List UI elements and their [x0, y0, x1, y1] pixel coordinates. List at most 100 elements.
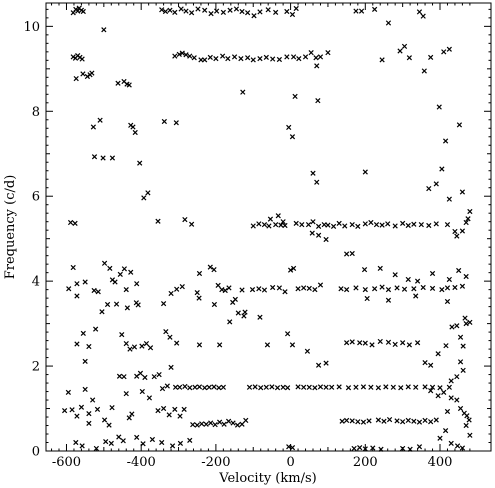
data-point-stroke [457, 405, 464, 412]
data-point-stroke [442, 138, 449, 144]
data-point [166, 412, 172, 418]
data-point [459, 283, 466, 289]
data-point [149, 436, 156, 443]
data-point-stroke [202, 57, 208, 63]
data-point [73, 75, 79, 82]
data-point [269, 384, 275, 390]
data-point-stroke [155, 218, 161, 224]
data-point-stroke [428, 388, 434, 394]
data-point-stroke [459, 445, 466, 451]
data-point-stroke [91, 154, 98, 160]
data-point-stroke [366, 418, 372, 424]
data-point [61, 408, 68, 414]
data-point-stroke [422, 384, 428, 390]
data-point [172, 406, 178, 413]
data-point [295, 286, 301, 292]
data-point [143, 340, 150, 347]
data-point-stroke [274, 385, 281, 391]
data-point [353, 8, 359, 14]
data-point-stroke [231, 54, 238, 60]
data-point-stroke [310, 219, 316, 225]
data-point-stroke [116, 434, 122, 440]
data-point-stroke [66, 286, 72, 292]
data-point [420, 284, 426, 291]
data-point-stroke [188, 221, 195, 227]
data-point-stroke [206, 384, 212, 390]
data-point [112, 279, 118, 285]
data-point [439, 166, 445, 172]
data-point-stroke [86, 411, 92, 417]
data-point [460, 343, 466, 349]
data-point [368, 219, 374, 226]
data-point-stroke [286, 124, 292, 131]
data-point-stroke [315, 98, 321, 104]
data-point-stroke [435, 393, 441, 399]
axis-ticks [46, 3, 491, 452]
x-tick-label: -600 [52, 455, 81, 470]
data-point-stroke [163, 329, 169, 335]
data-point [246, 384, 253, 390]
data-point [86, 420, 92, 427]
data-point [397, 48, 403, 54]
data-point-stroke [373, 222, 380, 228]
data-point [349, 222, 355, 228]
data-point-stroke [293, 5, 299, 12]
data-point [466, 417, 472, 423]
data-point [460, 367, 466, 373]
data-point [280, 384, 286, 390]
data-point-stroke [315, 362, 322, 368]
data-point-stroke [295, 384, 301, 390]
data-point-stroke [411, 286, 417, 292]
data-point [182, 216, 188, 223]
data-point-stroke [400, 340, 406, 346]
data-point-stroke [177, 384, 183, 390]
data-point [162, 8, 169, 15]
data-point [449, 324, 455, 330]
data-point [176, 51, 182, 58]
data-point-stroke [183, 52, 189, 58]
data-point-stroke [257, 56, 263, 62]
data-point-stroke [308, 50, 314, 56]
data-point-stroke [116, 373, 123, 379]
data-point-stroke [325, 222, 331, 228]
data-point-stroke [75, 8, 81, 14]
data-point-stroke [183, 8, 189, 14]
data-point [67, 219, 74, 226]
data-point [123, 287, 129, 293]
data-point-stroke [323, 384, 329, 390]
data-point-stroke [135, 302, 141, 308]
data-point [349, 418, 355, 424]
data-point-stroke [437, 385, 443, 391]
data-point-stroke [137, 370, 144, 376]
data-point-stroke [439, 166, 445, 172]
data-point-stroke [130, 124, 136, 130]
data-point-stroke [220, 9, 226, 15]
data-point [306, 384, 312, 390]
data-point [194, 289, 200, 296]
data-point-stroke [90, 397, 96, 403]
data-point [282, 222, 288, 229]
data-point-stroke [132, 129, 138, 136]
data-point [129, 411, 135, 417]
data-point [308, 50, 314, 56]
data-point-stroke [126, 82, 132, 88]
data-point-stroke [82, 386, 88, 393]
data-point [379, 57, 385, 63]
data-point-stroke [452, 284, 458, 291]
data-point-stroke [446, 196, 452, 202]
data-point-stroke [437, 435, 443, 441]
data-point-stroke [208, 10, 214, 17]
data-point-stroke [172, 406, 178, 413]
data-point [317, 282, 324, 288]
data-point-stroke [246, 384, 253, 390]
data-point-stroke [452, 228, 458, 235]
data-point [456, 122, 463, 128]
data-point-stroke [414, 278, 421, 284]
data-point [353, 384, 359, 390]
data-point [172, 53, 178, 59]
data-point [139, 343, 145, 349]
data-point-stroke [196, 384, 203, 390]
data-point [274, 385, 281, 391]
data-point-stroke [92, 326, 99, 332]
data-point [400, 419, 406, 425]
